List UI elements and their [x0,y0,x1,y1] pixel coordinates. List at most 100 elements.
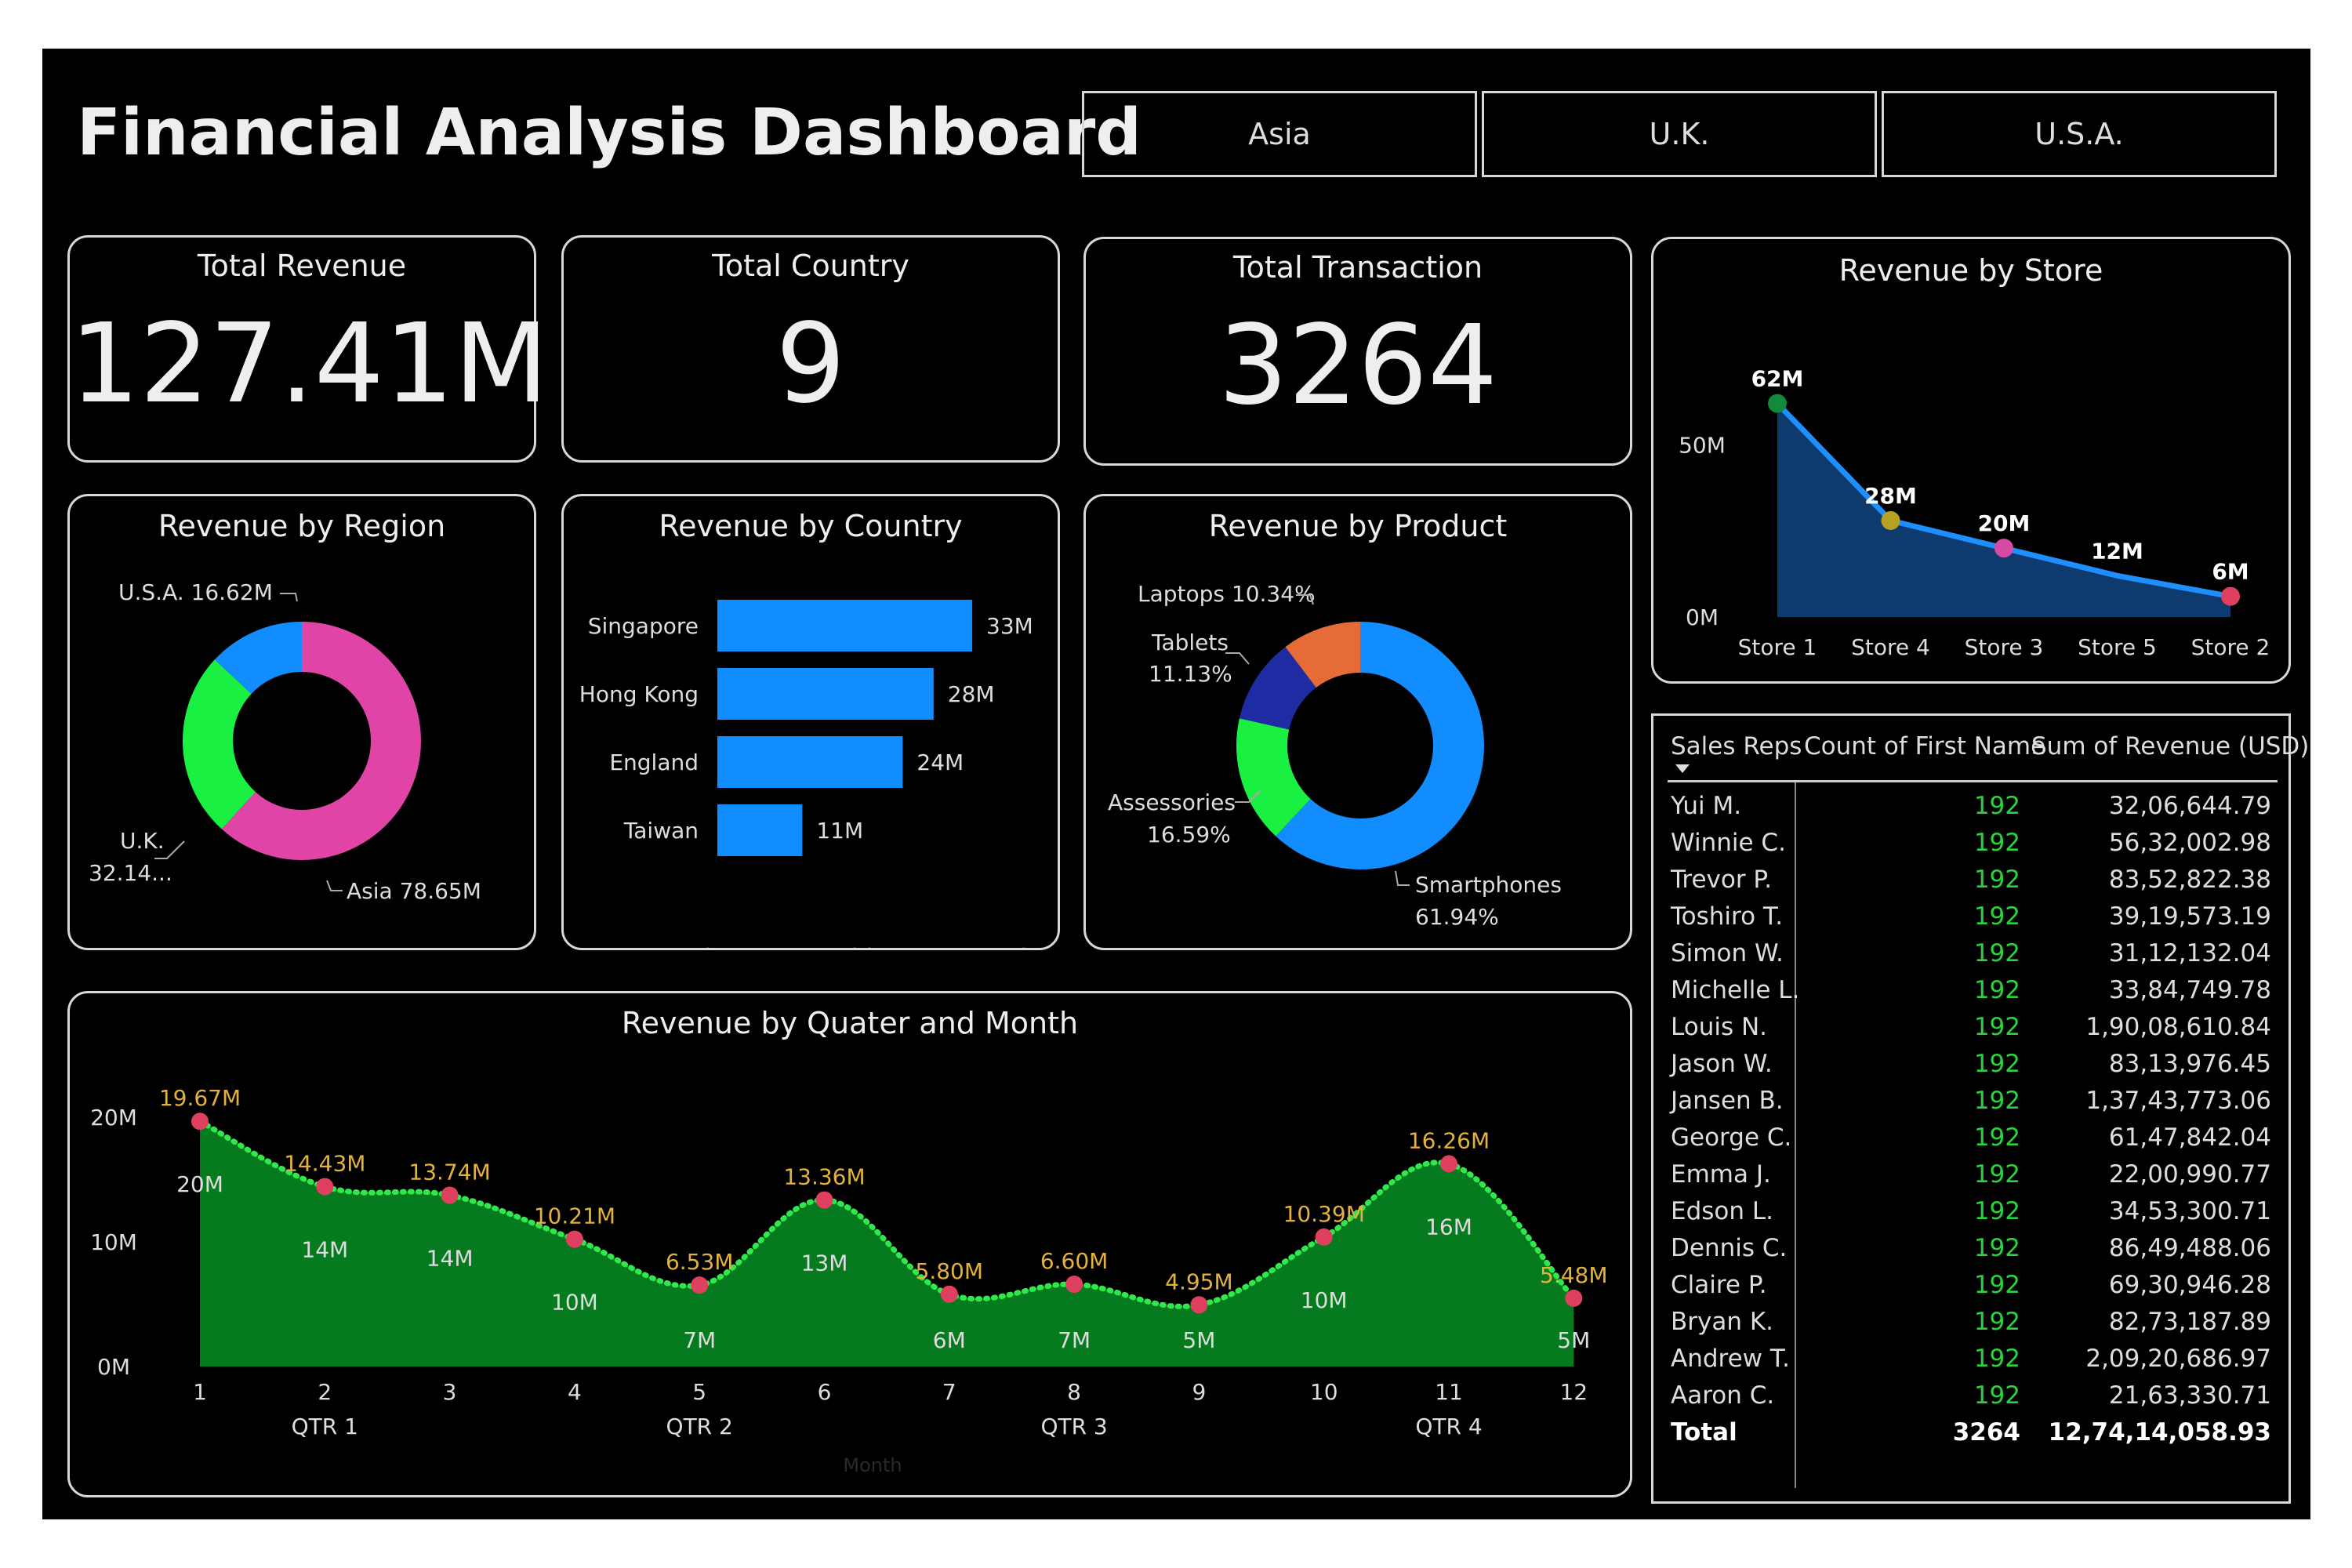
rep-name-cell: Jansen B. [1671,1087,1784,1115]
region-leader-asia [326,880,343,891]
monthly-quarter-label: QTR 3 [1040,1414,1107,1439]
table-column-divider [1795,782,1796,1488]
store-area [1777,403,2230,617]
col-header-sales-reps[interactable]: Sales Reps [1671,732,1802,760]
monthly-point-label: 16.26M [1408,1127,1490,1153]
monthly-quarter-label: QTR 1 [292,1414,358,1439]
revenue-cell: 83,52,822.38 [2108,866,2271,894]
table-row[interactable]: Andrew T. 192 2,09,20,686.97 [1653,1341,2288,1377]
table-row[interactable]: Emma J. 192 22,00,990.77 [1653,1156,2288,1193]
table-row[interactable]: Louis N. 192 1,90,08,610.84 [1653,1009,2288,1046]
table-row[interactable]: Claire P. 192 69,30,946.28 [1653,1267,2288,1304]
product-leader-tablets [1225,652,1250,665]
country-category-label: Singapore [588,613,699,639]
revenue-cell: 61,47,842.04 [2108,1123,2271,1152]
country-bar-value: 33M [986,613,1033,639]
count-cell: 192 [1973,1123,2020,1152]
table-total-row[interactable]: Total 3264 12,74,14,058.93 [1653,1414,2288,1451]
monthly-y-tick: 10M [90,1229,137,1255]
store-x-tick: Store 1 [1738,634,1817,660]
table-row[interactable]: Simon W. 192 31,12,132.04 [1653,935,2288,972]
product-label-smartphones: Smartphones [1415,872,1562,898]
sort-desc-icon[interactable] [1675,764,1690,773]
rep-name-cell: Louis N. [1671,1013,1768,1041]
product-donut-chart: Smartphones 61.94% Assessories 16.59% Tablet… [1108,581,1562,930]
store-chart-card: Revenue by Store 0M 50M Store 1 Store 4 Stor… [1651,237,2291,684]
product-slice-assessories [1236,718,1311,837]
store-data-label: 12M [2091,538,2143,564]
rep-name-cell: Edson L. [1671,1197,1774,1225]
store-x-tick: Store 3 [1965,634,2044,660]
region-donut-chart: Asia 78.65M U.K. 32.14... U.S.A. 16.62M [89,579,481,904]
region-chart-title: Revenue by Region [158,509,446,543]
monthly-inner-label: 10M [551,1290,598,1316]
region-slice-asia [221,622,421,860]
monthly-marker [1565,1289,1583,1307]
revenue-cell: 69,30,946.28 [2108,1271,2271,1299]
slicer-usa[interactable]: U.S.A. [1882,91,2277,177]
monthly-inner-label: 7M [1058,1327,1091,1353]
revenue-cell: 1,37,43,773.06 [2085,1087,2271,1115]
table-row[interactable]: George C. 192 61,47,842.04 [1653,1120,2288,1156]
slicer-uk[interactable]: U.K. [1482,91,1877,177]
table-row[interactable]: Toshiro T. 192 39,19,573.19 [1653,898,2288,935]
store-x-tick: Store 4 [1851,634,1930,660]
col-header-count[interactable]: Count of First Name [1804,732,2046,760]
col-header-revenue[interactable]: Sum of Revenue (USD) [2031,732,2310,760]
table-row[interactable]: Dennis C. 192 86,49,488.06 [1653,1230,2288,1267]
table-row[interactable]: Bryan K. 192 82,73,187.89 [1653,1304,2288,1341]
monthly-marker [940,1285,958,1303]
product-label-laptops: Laptops 10.34% [1138,581,1316,607]
rep-name-cell: Simon W. [1671,939,1784,967]
count-cell: 192 [1973,976,2020,1004]
monthly-point-label: 10.21M [534,1203,615,1229]
region-slice-usa [214,622,302,694]
count-cell: 192 [1973,792,2020,820]
sales-reps-table: Sales Reps Count of First Name Sum of Re… [1651,713,2309,1504]
monthly-x-tick: 8 [1067,1379,1081,1405]
table-row[interactable]: Aaron C. 192 21,63,330.71 [1653,1377,2288,1414]
count-cell: 192 [1973,1087,2020,1115]
country-bar-value: 24M [916,750,964,775]
slicer-asia[interactable]: Asia [1082,91,1477,177]
monthly-point-label: 4.95M [1165,1269,1233,1294]
table-row[interactable]: Jansen B. 192 1,37,43,773.06 [1653,1083,2288,1120]
monthly-x-tick: 2 [318,1379,332,1405]
country-chart-title: Revenue by Country [659,509,963,543]
kpi-total-revenue-card: Total Revenue 127.41M [67,235,549,463]
region-label-asia: Asia 78.65M [347,878,481,904]
monthly-marker [691,1276,709,1294]
revenue-cell: 12,74,14,058.93 [2048,1418,2271,1446]
store-x-tick: Store 5 [2078,634,2157,660]
monthly-x-tick: 12 [1559,1379,1588,1405]
revenue-cell: 86,49,488.06 [2108,1234,2271,1262]
monthly-x-tick: 4 [568,1379,582,1405]
table-row[interactable]: Winnie C. 192 56,32,002.98 [1653,825,2288,862]
count-cell: 192 [1973,1345,2020,1373]
monthly-y-tick: 20M [90,1105,137,1131]
monthly-point-label: 10.39M [1283,1201,1365,1227]
table-row[interactable]: Trevor P. 192 83,52,822.38 [1653,862,2288,898]
country-category-label: Taiwan [623,818,699,844]
table-header-divider [1668,780,2278,782]
count-cell: 192 [1973,902,2020,931]
count-cell: 192 [1973,1234,2020,1262]
country-category-label: England [609,750,699,775]
monthly-x-tick: 6 [818,1379,832,1405]
table-row[interactable]: Jason W. 192 83,13,976.45 [1653,1046,2288,1083]
table-row[interactable]: Yui M. 192 32,06,644.79 [1653,788,2288,825]
rep-name-cell: Michelle L. [1671,976,1800,1004]
monthly-marker [1440,1155,1457,1173]
revenue-cell: 22,00,990.77 [2108,1160,2271,1189]
kpi-total-transaction-label: Total Transaction [1232,250,1483,285]
monthly-x-tick: 3 [443,1379,457,1405]
monthly-inner-label: 5M [1557,1327,1590,1353]
region-label-uk-value: 32.14... [89,860,172,886]
table-row[interactable]: Michelle L. 192 33,84,749.78 [1653,972,2288,1009]
monthly-x-tick: 10 [1310,1379,1338,1405]
monthly-marker [441,1186,459,1204]
table-row[interactable]: Edson L. 192 34,53,300.71 [1653,1193,2288,1230]
rep-name-cell: Andrew T. [1671,1345,1790,1373]
country-bar [717,668,934,720]
country-category-label: Hong Kong [579,681,699,707]
